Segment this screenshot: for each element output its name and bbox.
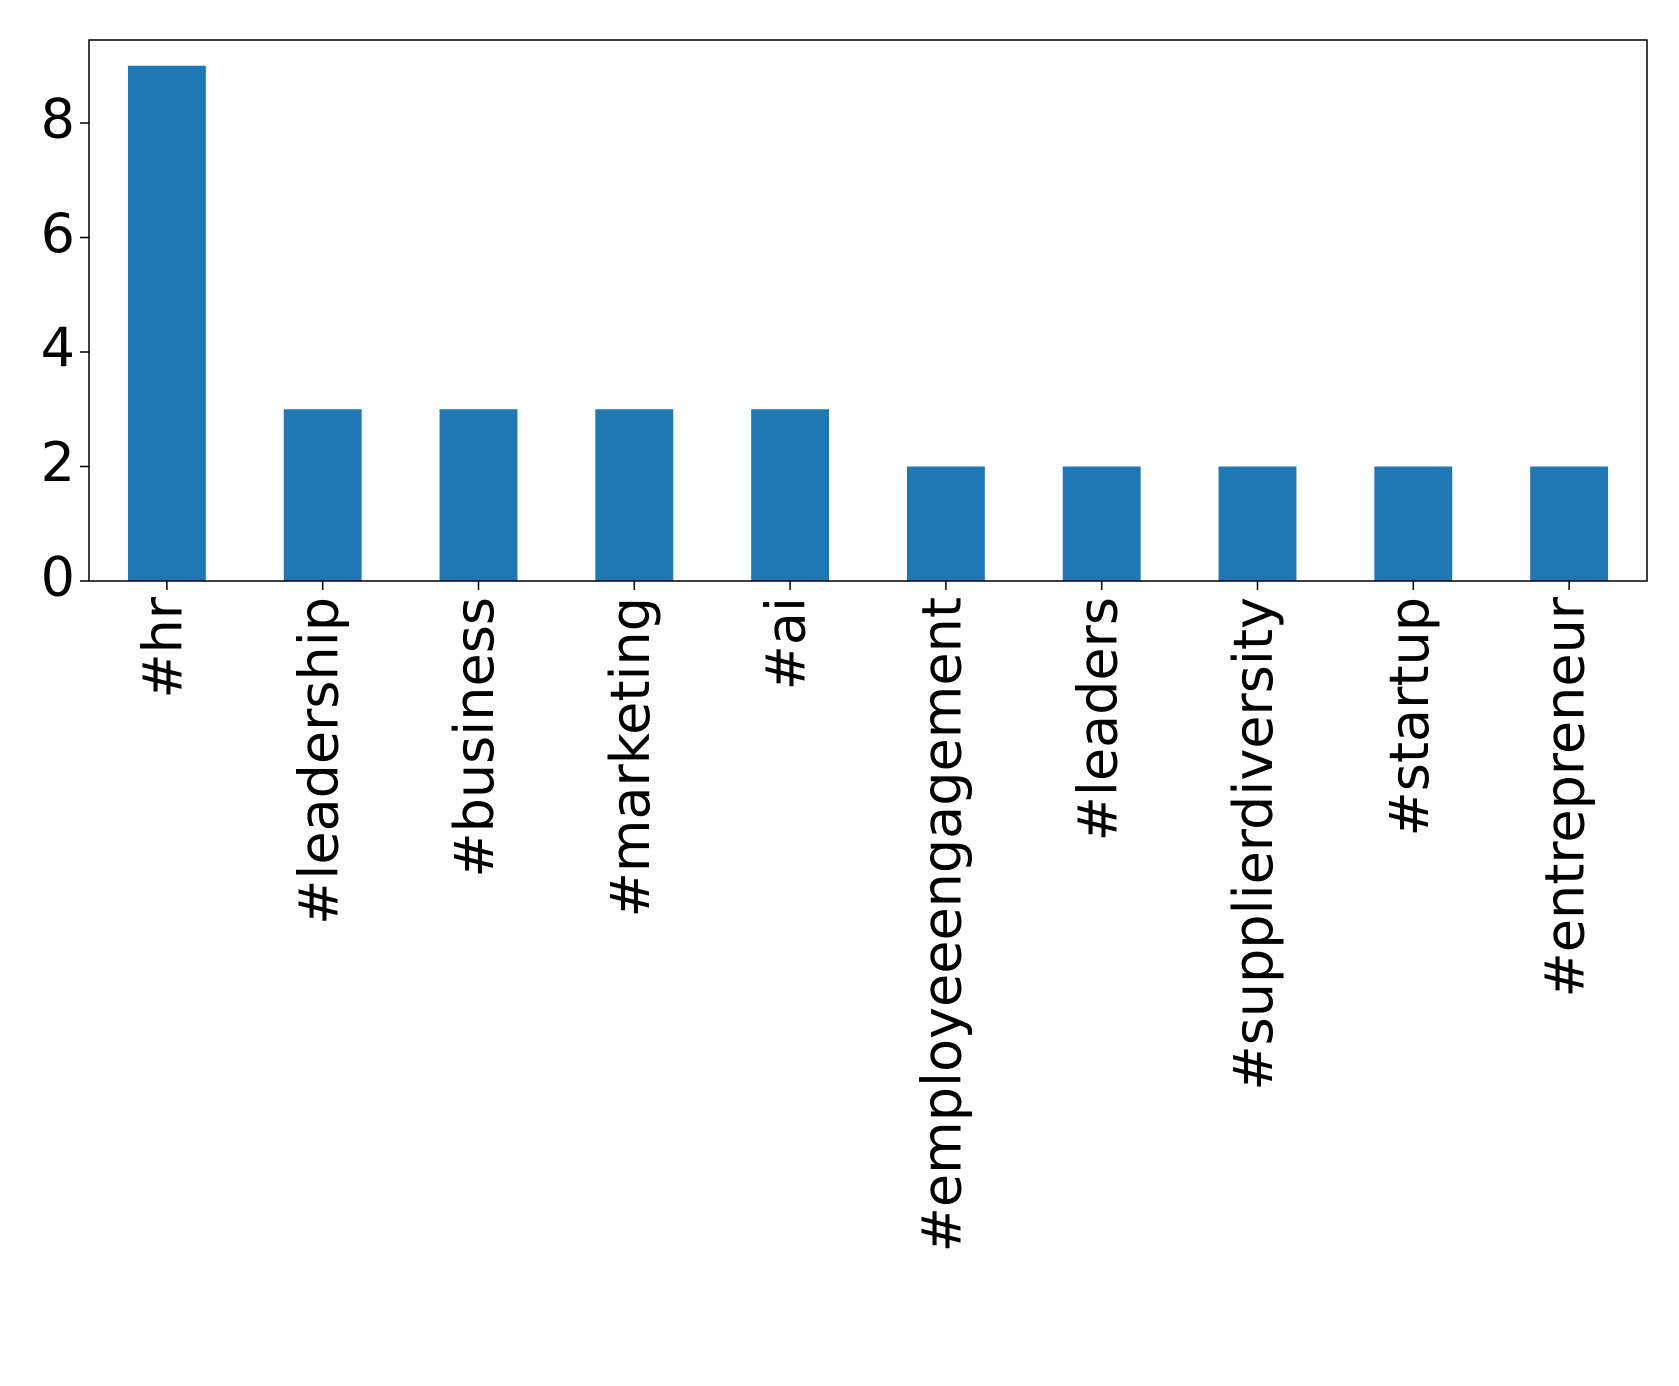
bar xyxy=(751,409,830,581)
bar xyxy=(1062,466,1141,581)
x-tick-label: #marketing xyxy=(599,597,662,917)
bar xyxy=(1374,466,1453,581)
y-tick-label: 6 xyxy=(41,202,75,265)
bar xyxy=(283,409,362,581)
x-tick-label: #leaders xyxy=(1066,597,1129,841)
bar xyxy=(439,409,518,581)
x-tick-label: #hr xyxy=(132,596,195,698)
x-tick-label: #ai xyxy=(755,597,818,690)
bar xyxy=(1218,466,1297,581)
plot-frame xyxy=(88,39,1648,582)
y-tick-label: 4 xyxy=(41,317,75,380)
x-tick-label: #startup xyxy=(1378,597,1441,837)
x-tick-label: #leadership xyxy=(287,597,350,925)
bar xyxy=(1530,466,1609,581)
bar xyxy=(595,409,674,581)
y-tick-label: 2 xyxy=(41,431,75,494)
x-tick-label: #business xyxy=(443,597,506,878)
bar xyxy=(127,65,206,581)
y-tick-label: 0 xyxy=(41,546,75,609)
bar xyxy=(906,466,985,581)
x-tick-label: #entrepreneur xyxy=(1534,596,1597,997)
x-tick-label: #employeeengagement xyxy=(911,597,974,1252)
x-tick-label: #supplierdiversity xyxy=(1222,597,1285,1091)
y-tick-label: 8 xyxy=(41,88,75,151)
